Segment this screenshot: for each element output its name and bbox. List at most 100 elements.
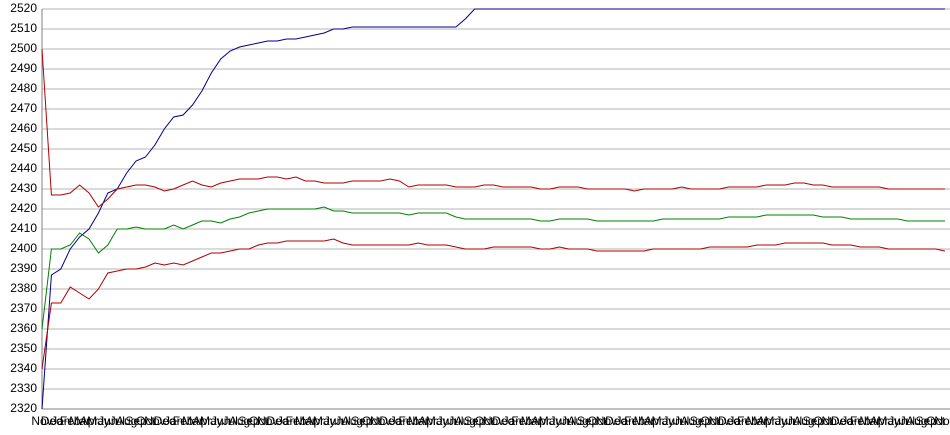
x-tick-label: Apr (757, 414, 776, 428)
x-tick-label: Oct (249, 414, 268, 428)
x-tick-label: May (200, 414, 223, 428)
x-tick-label: Mar (69, 414, 90, 428)
y-tick-label: 2350 (10, 341, 37, 355)
x-tick-label: Jan (51, 414, 70, 428)
x-tick-label: Apr (531, 414, 550, 428)
x-tick-label: Aug (680, 414, 701, 428)
x-tick-label: Dec (605, 414, 626, 428)
x-tick-label: Aug (906, 414, 927, 428)
x-tick-label: Nov (709, 414, 730, 428)
x-tick-label: Feb (511, 414, 532, 428)
x-tick-label: Apr (644, 414, 663, 428)
x-tick-label: Aug (567, 414, 588, 428)
x-tick-label: Dec (266, 414, 287, 428)
x-tick-label: Sep (916, 414, 938, 428)
x-tick-label: Feb (850, 414, 871, 428)
x-tick-label: Dec (718, 414, 739, 428)
x-tick-label: Dec (831, 414, 852, 428)
x-tick-label: Feb (286, 414, 307, 428)
x-tick-label: Jun (888, 414, 907, 428)
x-tick-label: Mar (747, 414, 768, 428)
x-tick-label: Jul (787, 414, 802, 428)
x-tick-label: Aug (229, 414, 250, 428)
x-tick-label: Sep (351, 414, 373, 428)
x-tick-label: Mar (182, 414, 203, 428)
y-tick-label: 2500 (10, 41, 37, 55)
x-tick-label: Jan (503, 414, 522, 428)
x-tick-label: Jul (110, 414, 125, 428)
x-tick-label: Jan (616, 414, 635, 428)
x-tick-label: Apr (418, 414, 437, 428)
y-tick-label: 2440 (10, 161, 37, 175)
x-tick-label: Feb (737, 414, 758, 428)
x-tick-label: Oct (475, 414, 494, 428)
x-tick-label: Feb (173, 414, 194, 428)
x-tick-label: Feb (399, 414, 420, 428)
x-tick-label: Dec (41, 414, 62, 428)
x-tick-label: Aug (455, 414, 476, 428)
x-tick-label: Mar (408, 414, 429, 428)
series-line (41, 8, 945, 410)
x-tick-label: May (651, 414, 674, 428)
x-tick-label: Jan (841, 414, 860, 428)
y-tick-label: 2400 (10, 241, 37, 255)
x-tick-label: Sep (690, 414, 712, 428)
x-tick-label: Jun (437, 414, 456, 428)
x-tick-label: Jan (728, 414, 747, 428)
x-tick-label: Mar (859, 414, 880, 428)
y-tick-label: 2470 (10, 101, 37, 115)
x-tick-label: Jun (324, 414, 343, 428)
x-tick-label: Sep (577, 414, 599, 428)
x-tick-label: Nov (144, 414, 165, 428)
y-tick-label: 2340 (10, 361, 37, 375)
x-tick-label: May (313, 414, 336, 428)
x-tick-label: Sep (238, 414, 260, 428)
x-tick-label: May (539, 414, 562, 428)
x-tick-label: Nov (370, 414, 391, 428)
x-tick-label: Jan (277, 414, 296, 428)
x-tick-label: Mar (634, 414, 655, 428)
x-tick-label: Mar (521, 414, 542, 428)
x-tick-label: Nov (934, 414, 950, 428)
x-tick-label: Sep (125, 414, 147, 428)
y-tick-label: 2320 (10, 401, 37, 415)
x-tick-label: May (426, 414, 449, 428)
x-tick-label: Nov (483, 414, 504, 428)
x-tick-label: Dec (154, 414, 175, 428)
x-tick-label: Feb (624, 414, 645, 428)
x-tick-label: Oct (588, 414, 607, 428)
x-tick-label: Mar (295, 414, 316, 428)
x-tick-label: Aug (793, 414, 814, 428)
series-line (41, 206, 945, 330)
x-tick-label: May (877, 414, 900, 428)
x-tick-label: Apr (870, 414, 889, 428)
y-tick-label: 2380 (10, 281, 37, 295)
y-tick-label: 2360 (10, 321, 37, 335)
x-tick-label: Dec (492, 414, 513, 428)
x-tick-label: Jun (663, 414, 682, 428)
x-tick-label: Jul (674, 414, 689, 428)
x-tick-label: Apr (305, 414, 324, 428)
y-tick-label: 2410 (10, 221, 37, 235)
y-tick-label: 2460 (10, 121, 37, 135)
x-tick-label: Jan (390, 414, 409, 428)
y-tick-label: 2490 (10, 61, 37, 75)
x-tick-label: Jun (550, 414, 569, 428)
y-tick-label: 2510 (10, 21, 37, 35)
x-tick-label: Apr (193, 414, 212, 428)
series-line (41, 238, 946, 370)
x-tick-label: Oct (813, 414, 832, 428)
y-tick-label: 2390 (10, 261, 37, 275)
x-tick-label: Nov (257, 414, 278, 428)
x-tick-label: Dec (379, 414, 400, 428)
x-tick-label: Sep (803, 414, 825, 428)
x-tick-label: May (764, 414, 787, 428)
x-tick-label: Nov (596, 414, 617, 428)
x-tick-label: Oct (362, 414, 381, 428)
x-tick-label: Oct (701, 414, 720, 428)
y-tick-label: 2520 (10, 1, 37, 15)
x-tick-label: Aug (116, 414, 137, 428)
y-tick-label: 2450 (10, 141, 37, 155)
x-tick-label: Oct (136, 414, 155, 428)
